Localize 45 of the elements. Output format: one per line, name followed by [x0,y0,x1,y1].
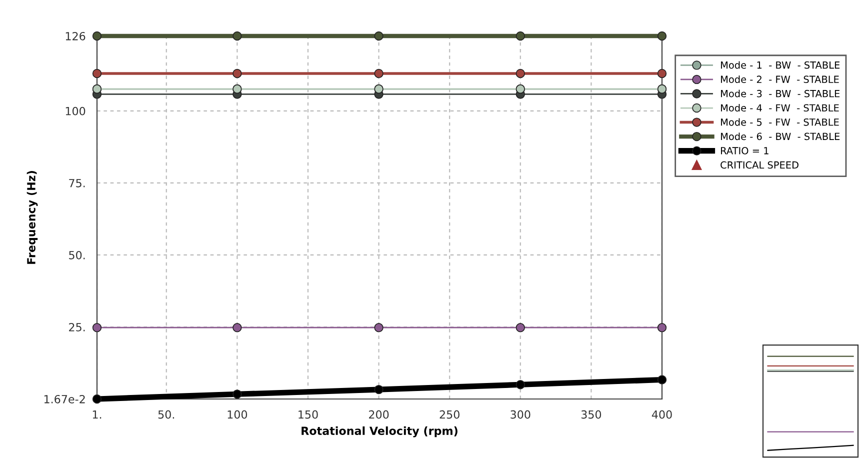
point [516,31,525,41]
x-tick-label: 200 [369,410,389,419]
y-axis-title: Frequency (Hz) [26,171,38,264]
point [657,323,667,332]
y-tick-label: 126 [66,32,86,40]
point [374,68,384,78]
x-tick-label: 1. [92,410,102,419]
point [374,31,384,41]
x-tick-label: 250 [440,410,460,419]
point [374,323,384,332]
x-tick-label: 150 [298,410,318,419]
point [657,31,667,41]
point [92,323,102,332]
x-tick-label: 300 [510,410,530,419]
point [232,323,242,332]
point [232,31,242,41]
x-axis-title: Rotational Velocity (rpm) [302,426,458,438]
point [516,68,525,78]
point [92,68,102,78]
legend-label: Mode - 2 - FW - STABLE [721,75,839,84]
legend-label: RATIO = 1 [721,147,768,154]
point [516,323,525,332]
y-tick-label: 1.67e-2 [44,394,85,404]
point [657,68,667,78]
x-tick-label: 350 [581,410,602,419]
point [374,384,384,394]
legend-label: Mode - 1 - BW - STABLE [721,61,840,69]
text: CRITICAL SPEED [720,161,798,169]
point [232,390,242,399]
x-tick-label: 400 [652,410,672,419]
point [232,68,242,78]
legend-label: Mode - 3 - BW - STABLE [721,90,840,98]
legend-label: Mode - 4 - FW - STABLE [721,104,839,112]
point [657,375,667,384]
legend-label: Mode - 5 - FW - STABLE [721,118,839,126]
x-tick-label: 100 [228,410,248,419]
point [92,394,102,404]
point [92,31,102,41]
y-tick-label: 25. [69,322,85,332]
y-tick-label: 75. [69,179,85,188]
point [516,380,525,390]
y-tick-label: 50. [69,250,85,260]
x-tick-label: 50. [158,410,174,419]
y-tick-label: 100 [66,106,86,116]
legend-label: Mode - 6 - BW - STABLE [721,132,840,140]
